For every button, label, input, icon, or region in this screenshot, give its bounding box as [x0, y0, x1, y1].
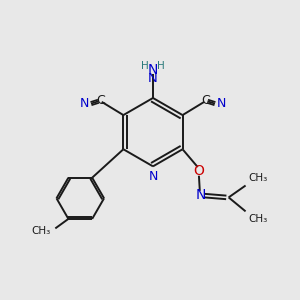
Text: C: C	[201, 94, 210, 107]
Text: C: C	[96, 94, 105, 107]
Text: N: N	[217, 97, 226, 110]
Text: N: N	[149, 170, 158, 183]
Text: H: H	[158, 61, 165, 71]
Text: N: N	[80, 97, 89, 110]
Text: N: N	[195, 188, 206, 202]
Text: CH₃: CH₃	[248, 172, 267, 182]
Text: O: O	[194, 164, 204, 178]
Text: H: H	[141, 61, 148, 71]
Text: CH₃: CH₃	[248, 214, 267, 224]
Text: CH₃: CH₃	[31, 226, 51, 236]
Text: N: N	[148, 63, 158, 77]
Text: N: N	[148, 72, 158, 85]
